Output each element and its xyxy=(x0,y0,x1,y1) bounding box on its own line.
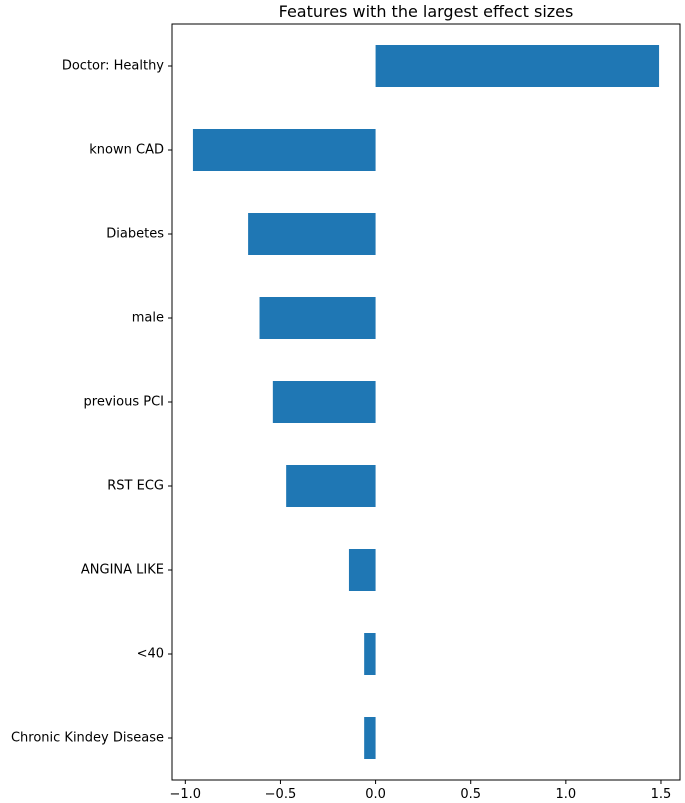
y-tick-label: male xyxy=(132,311,164,326)
y-tick-label: <40 xyxy=(137,647,164,662)
y-tick-label: Diabetes xyxy=(106,227,164,242)
y-tick-label: RST ECG xyxy=(107,479,164,494)
bar xyxy=(375,45,660,87)
bar xyxy=(364,717,376,759)
chart-title: Features with the largest effect sizes xyxy=(279,2,574,21)
bars-group xyxy=(192,45,660,759)
y-tick-label: known CAD xyxy=(89,143,164,158)
x-tick-label: 0.0 xyxy=(365,787,386,802)
x-tick-label: −0.5 xyxy=(265,787,297,802)
bar xyxy=(364,633,376,675)
x-tick-label: 1.0 xyxy=(555,787,576,802)
y-tick-label: previous PCI xyxy=(84,395,164,410)
bar xyxy=(259,297,376,339)
y-tick-label: ANGINA LIKE xyxy=(81,563,164,578)
y-tick-label: Chronic Kindey Disease xyxy=(11,731,164,746)
bar xyxy=(248,213,376,255)
plot-frame xyxy=(171,23,681,781)
bar xyxy=(272,381,376,423)
x-ticks: −1.0 −0.5 0.0 0.5 1.0 1.5 xyxy=(170,780,672,802)
x-tick-label: −1.0 xyxy=(170,787,202,802)
bar xyxy=(192,129,376,171)
x-tick-label: 0.5 xyxy=(460,787,481,802)
y-tick-label: Doctor: Healthy xyxy=(62,59,164,74)
bar xyxy=(286,465,376,507)
x-tick-label: 1.5 xyxy=(651,787,672,802)
bar xyxy=(348,549,376,591)
y-tick-labels: Doctor: Healthy known CAD Diabetes male prev… xyxy=(11,59,172,746)
